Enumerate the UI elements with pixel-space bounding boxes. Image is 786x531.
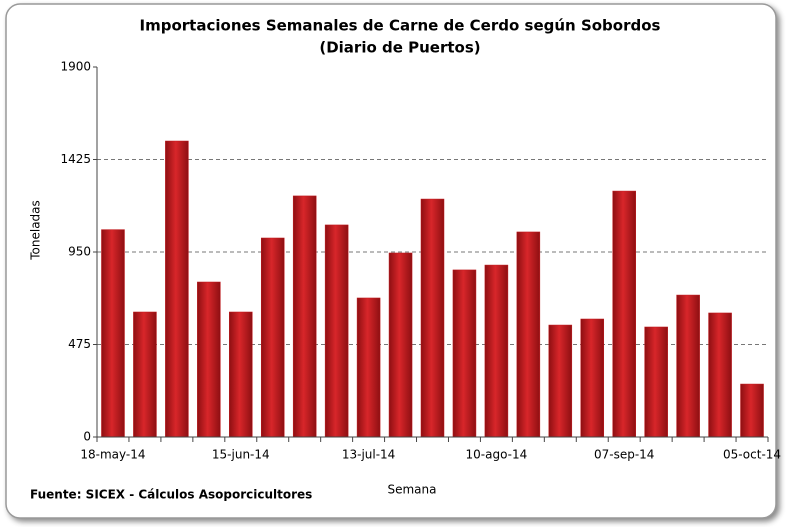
x-tick-label: 10-ago-14 (466, 448, 528, 462)
y-tick-label: 1900 (60, 60, 91, 74)
bar (260, 237, 285, 438)
bar (292, 195, 317, 438)
bar (324, 224, 349, 438)
x-tick-label: 13-jul-14 (342, 448, 395, 462)
bar (676, 294, 700, 438)
y-tick-label: 950 (68, 245, 91, 259)
bar (165, 140, 189, 438)
bar (516, 231, 541, 438)
x-tick-label: 07-sep-14 (594, 448, 654, 462)
bar (612, 190, 636, 438)
source-note: Fuente: SICEX - Cálculos Asoporcicultore… (30, 488, 312, 502)
chart-title: Importaciones Semanales de Carne de Cerd… (140, 17, 661, 35)
bar (356, 297, 381, 438)
y-tick-label: 1425 (60, 152, 91, 166)
x-tick-label: 15-jun-14 (212, 448, 270, 462)
y-axis-label: Toneladas (29, 200, 43, 261)
x-tick-label: 05-oct-14 (723, 448, 781, 462)
bar (133, 311, 157, 438)
bar (644, 326, 668, 438)
bar (101, 229, 125, 438)
bar (452, 269, 477, 438)
bar (708, 312, 732, 438)
bar (484, 264, 509, 438)
bar (548, 324, 573, 438)
bar (229, 311, 253, 438)
y-tick-label: 0 (83, 430, 91, 444)
chart-subtitle: (Diario de Puertos) (319, 39, 480, 57)
bar (740, 383, 764, 438)
y-tick-label: 475 (68, 337, 91, 351)
x-axis-label: Semana (387, 483, 436, 497)
x-tick-label: 18-may-14 (80, 448, 145, 462)
bar (420, 198, 445, 438)
bar (197, 281, 221, 438)
bar (580, 318, 605, 438)
bar (388, 252, 413, 438)
